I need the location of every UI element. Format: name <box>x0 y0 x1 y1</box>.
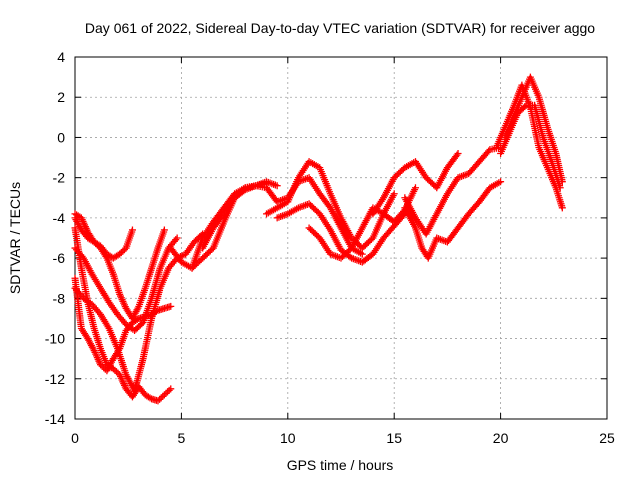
data-point <box>119 247 127 255</box>
data-series <box>263 158 398 252</box>
data-point <box>358 250 366 258</box>
data-point <box>117 249 125 257</box>
data-series <box>71 210 136 262</box>
data-series <box>305 184 419 262</box>
data-point <box>162 389 170 397</box>
data-point <box>133 315 141 323</box>
data-point <box>167 385 175 393</box>
x-tick-label: 20 <box>493 430 509 446</box>
x-tick-label: 5 <box>178 430 186 446</box>
data-series <box>369 150 462 218</box>
data-point <box>112 368 120 376</box>
data-point <box>116 250 124 258</box>
chart-title: Day 061 of 2022, Sidereal Day-to-day VTE… <box>85 20 595 36</box>
data-series <box>199 174 366 258</box>
data-series <box>401 178 505 262</box>
data-point <box>111 366 119 374</box>
data-series <box>71 224 175 405</box>
x-tick-label: 15 <box>386 430 402 446</box>
data-point <box>156 395 164 403</box>
data-point <box>165 386 173 394</box>
points-layer <box>71 73 566 405</box>
data-point <box>173 234 181 242</box>
y-tick-label: 2 <box>57 89 65 105</box>
y-tick-label: 4 <box>57 49 65 65</box>
data-point <box>146 394 154 402</box>
y-tick-label: -2 <box>53 170 66 186</box>
data-point <box>273 182 281 190</box>
y-tick-label: -12 <box>45 371 65 387</box>
data-point <box>98 362 106 370</box>
data-point <box>556 184 564 192</box>
x-tick-label: 0 <box>71 430 79 446</box>
ticks-layer: 0 5 10 15 20 25 -14 -12 -10 -8 -6 -4 -2 0 2 4 <box>45 49 615 446</box>
x-tick-label: 10 <box>280 430 296 446</box>
data-point <box>128 226 136 234</box>
data-series <box>273 200 409 266</box>
x-axis-label: GPS time / hours <box>287 457 394 473</box>
data-point <box>157 394 165 402</box>
y-axis-label: SDTVAR / TECUs <box>7 182 23 294</box>
x-tick-label: 25 <box>599 430 615 446</box>
plot-border <box>74 56 608 420</box>
data-series <box>401 144 505 238</box>
data-point <box>120 246 128 254</box>
data-point <box>521 103 529 111</box>
data-point <box>558 178 566 186</box>
data-point <box>497 178 505 186</box>
data-point <box>453 151 461 159</box>
data-point <box>390 190 398 198</box>
data-point <box>558 204 566 212</box>
data-series <box>501 73 566 186</box>
data-point <box>97 361 105 369</box>
data-point <box>164 388 172 396</box>
data-point <box>160 391 168 399</box>
y-tick-label: -4 <box>53 210 66 226</box>
y-tick-label: -6 <box>53 250 66 266</box>
data-point <box>167 302 175 310</box>
y-tick-label: 0 <box>57 129 65 145</box>
data-point <box>160 226 168 234</box>
data-point <box>411 184 419 192</box>
y-tick-label: -8 <box>53 290 66 306</box>
data-point <box>159 392 167 400</box>
grid-layer <box>75 57 607 419</box>
data-point <box>172 236 180 244</box>
y-tick-label: -14 <box>45 411 65 427</box>
data-point <box>454 150 462 158</box>
y-tick-label: -10 <box>45 331 65 347</box>
data-point <box>154 397 162 405</box>
